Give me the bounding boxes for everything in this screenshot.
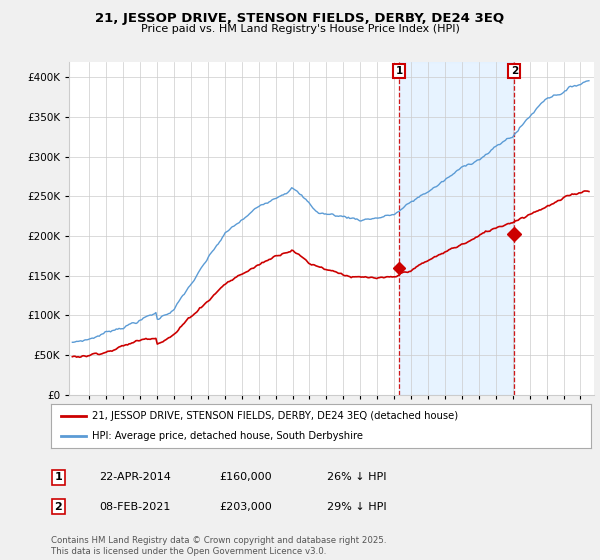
- Text: 08-FEB-2021: 08-FEB-2021: [99, 502, 170, 512]
- Text: 2: 2: [511, 66, 518, 76]
- Text: 26% ↓ HPI: 26% ↓ HPI: [327, 472, 386, 482]
- Text: £203,000: £203,000: [219, 502, 272, 512]
- Text: 1: 1: [55, 472, 62, 482]
- Text: HPI: Average price, detached house, South Derbyshire: HPI: Average price, detached house, Sout…: [91, 431, 362, 441]
- Text: Contains HM Land Registry data © Crown copyright and database right 2025.
This d: Contains HM Land Registry data © Crown c…: [51, 536, 386, 556]
- Text: 21, JESSOP DRIVE, STENSON FIELDS, DERBY, DE24 3EQ: 21, JESSOP DRIVE, STENSON FIELDS, DERBY,…: [95, 12, 505, 25]
- Text: 1: 1: [395, 66, 403, 76]
- Text: 2: 2: [55, 502, 62, 512]
- Text: Price paid vs. HM Land Registry's House Price Index (HPI): Price paid vs. HM Land Registry's House …: [140, 24, 460, 34]
- Text: £160,000: £160,000: [219, 472, 272, 482]
- Text: 29% ↓ HPI: 29% ↓ HPI: [327, 502, 386, 512]
- Bar: [399, 62, 514, 395]
- Text: 21, JESSOP DRIVE, STENSON FIELDS, DERBY, DE24 3EQ (detached house): 21, JESSOP DRIVE, STENSON FIELDS, DERBY,…: [91, 411, 458, 421]
- Text: 22-APR-2014: 22-APR-2014: [99, 472, 171, 482]
